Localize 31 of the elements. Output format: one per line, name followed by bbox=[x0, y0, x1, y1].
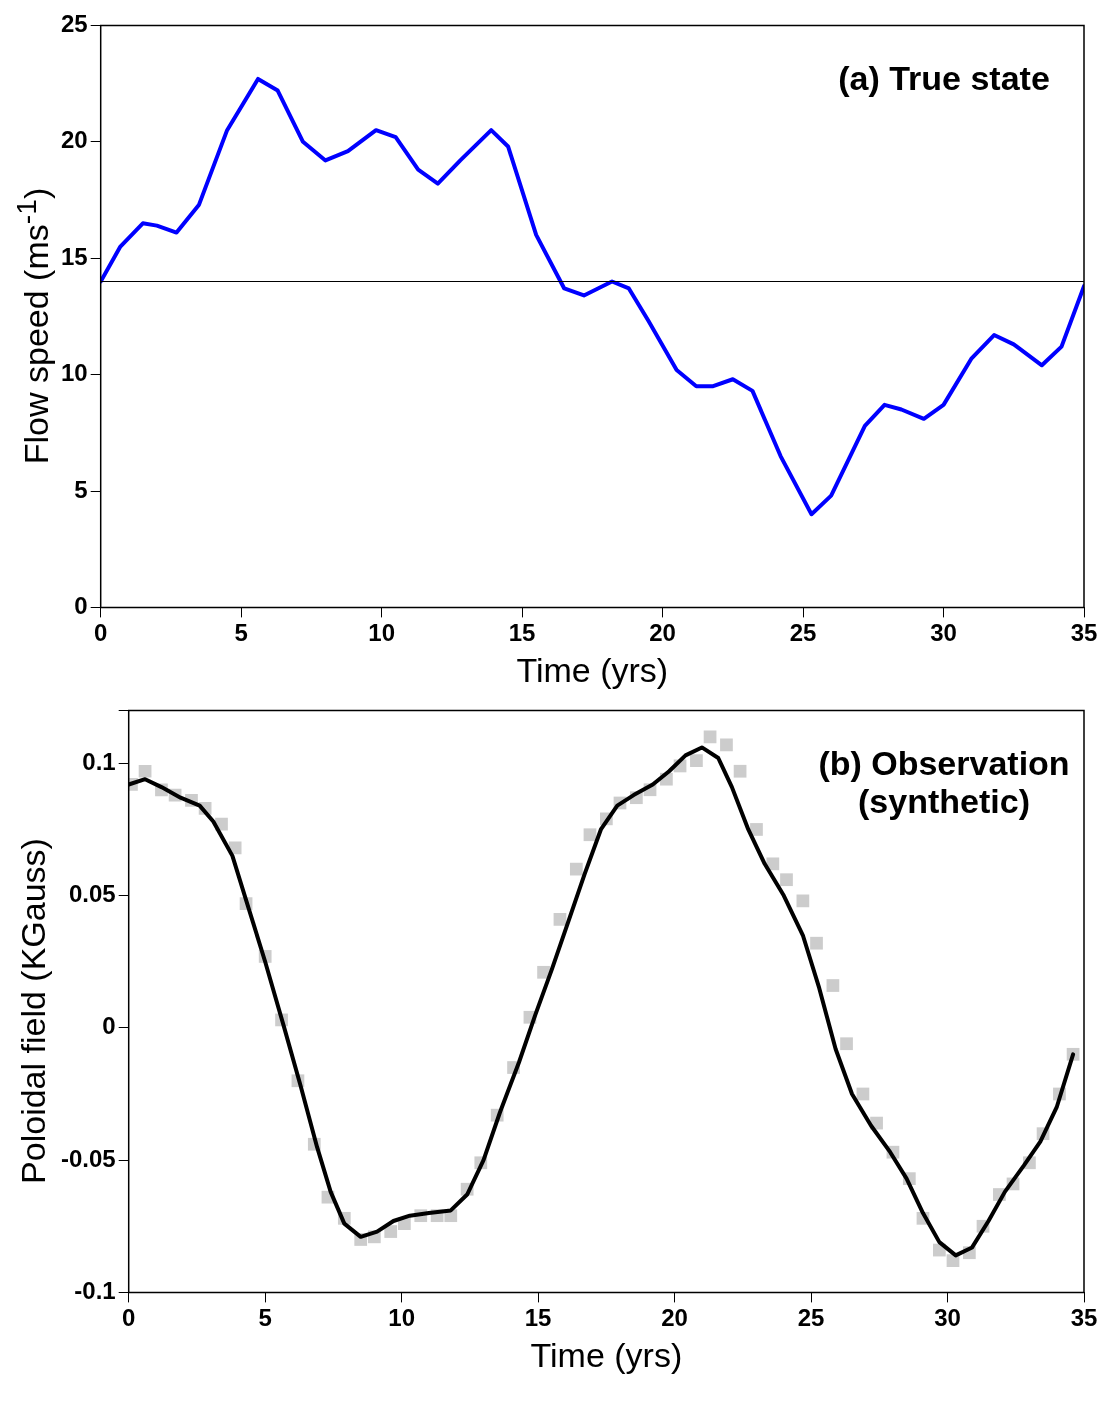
y-tick-label: 0 bbox=[102, 1012, 116, 1040]
x-tick-label: 5 bbox=[258, 1304, 272, 1332]
y-tick-label: 25 bbox=[60, 10, 88, 38]
y-tick-label: 15 bbox=[60, 242, 88, 270]
x-tick-label: 10 bbox=[388, 1304, 415, 1332]
x-tick-label: 15 bbox=[524, 1304, 552, 1332]
y-tick-label: -0.05 bbox=[61, 1144, 116, 1172]
x-tick-label: 30 bbox=[934, 1304, 961, 1332]
y-tick-label: 5 bbox=[74, 475, 88, 503]
x-tick-label: 15 bbox=[508, 619, 536, 647]
x-tick-label: 30 bbox=[930, 619, 957, 647]
y-tick-label: 0.05 bbox=[68, 880, 116, 908]
x-axis-title: Time (yrs) bbox=[530, 1335, 683, 1374]
x-tick-label: 25 bbox=[789, 619, 817, 647]
x-tick-label: 35 bbox=[1070, 1304, 1098, 1332]
y-tick-label: 20 bbox=[60, 126, 88, 154]
annotation: (a) True state bbox=[838, 58, 1050, 97]
y-tick-label: 10 bbox=[60, 359, 88, 387]
x-tick-label: 35 bbox=[1070, 619, 1098, 647]
x-axis-title: Time (yrs) bbox=[516, 650, 669, 689]
x-tick-label: 20 bbox=[661, 1304, 688, 1332]
x-tick-label: 10 bbox=[368, 619, 395, 647]
x-tick-label: 0 bbox=[122, 1304, 136, 1332]
annotation: (b) Observation (synthetic) bbox=[818, 743, 1070, 820]
x-tick-label: 25 bbox=[797, 1304, 825, 1332]
x-tick-label: 20 bbox=[649, 619, 676, 647]
y-tick-label: 0 bbox=[74, 592, 88, 620]
y-tick-label: -0.1 bbox=[74, 1277, 116, 1305]
y-tick-label: 0.1 bbox=[82, 747, 116, 775]
x-tick-label: 5 bbox=[234, 619, 248, 647]
y-axis-title: Poloidal field (KGauss) bbox=[13, 837, 53, 1184]
